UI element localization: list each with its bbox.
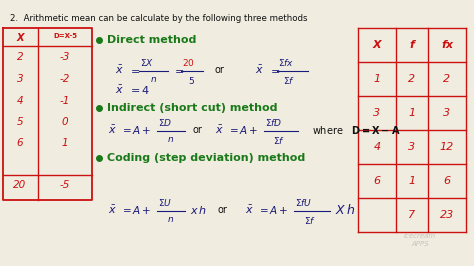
Text: $\Sigma f$: $\Sigma f$ <box>283 74 295 85</box>
Text: f: f <box>410 40 414 50</box>
Text: 3: 3 <box>374 108 381 118</box>
Text: -2: -2 <box>60 74 70 84</box>
Text: $n$: $n$ <box>150 76 157 85</box>
Text: $x\,h$: $x\,h$ <box>190 204 207 216</box>
Text: 6: 6 <box>17 138 23 148</box>
Text: $\Sigma fU$: $\Sigma fU$ <box>295 197 312 209</box>
Text: 3: 3 <box>444 108 451 118</box>
Text: $=$: $=$ <box>128 65 140 75</box>
Text: or: or <box>215 65 225 75</box>
Text: $n$: $n$ <box>167 215 174 225</box>
Text: 4: 4 <box>374 142 381 152</box>
Text: $\Sigma X$: $\Sigma X$ <box>140 57 154 69</box>
Text: or: or <box>218 205 228 215</box>
Text: $\bar{x}$: $\bar{x}$ <box>255 64 264 76</box>
Text: or: or <box>193 125 203 135</box>
Text: 5: 5 <box>17 117 23 127</box>
Text: X: X <box>16 33 24 43</box>
Text: $\Sigma f$: $\Sigma f$ <box>273 135 285 146</box>
Text: $= A +$: $= A +$ <box>257 204 289 216</box>
Text: $20$: $20$ <box>182 57 195 69</box>
Text: 2: 2 <box>444 74 451 84</box>
Text: 1: 1 <box>409 108 416 118</box>
Text: 1: 1 <box>374 74 381 84</box>
Text: $=$: $=$ <box>268 65 280 75</box>
Text: 1: 1 <box>409 176 416 186</box>
Text: Coding (step deviation) method: Coding (step deviation) method <box>107 153 305 163</box>
Text: -1: -1 <box>60 96 70 106</box>
Text: 0: 0 <box>62 117 68 127</box>
Text: $5$: $5$ <box>188 74 195 85</box>
Text: fx: fx <box>441 40 453 50</box>
Text: 6: 6 <box>374 176 381 186</box>
Text: $\Sigma D$: $\Sigma D$ <box>158 118 172 128</box>
Text: $\bar{x}$: $\bar{x}$ <box>115 64 124 76</box>
Text: $= A +$: $= A +$ <box>120 124 151 136</box>
Text: $X\,h$: $X\,h$ <box>335 203 355 217</box>
Text: -3: -3 <box>60 52 70 62</box>
Text: 2.  Arithmetic mean can be calculate by the following three methods: 2. Arithmetic mean can be calculate by t… <box>10 14 308 23</box>
Text: 1: 1 <box>62 138 68 148</box>
Text: 3: 3 <box>409 142 416 152</box>
Text: 3: 3 <box>17 74 23 84</box>
Text: 7: 7 <box>409 210 416 220</box>
Text: $\Sigma fx$: $\Sigma fx$ <box>278 57 294 69</box>
Text: X: X <box>373 40 381 50</box>
Text: 20: 20 <box>13 180 27 190</box>
Text: 23: 23 <box>440 210 454 220</box>
Text: where   $\mathbf{D = X- A}$: where $\mathbf{D = X- A}$ <box>312 124 401 136</box>
Text: $n$: $n$ <box>167 135 174 144</box>
Text: 2: 2 <box>409 74 416 84</box>
Text: $\Sigma fD$: $\Sigma fD$ <box>265 118 283 128</box>
Text: $\Sigma f$: $\Sigma f$ <box>304 214 316 226</box>
Text: -5: -5 <box>60 180 70 190</box>
Text: 2: 2 <box>17 52 23 62</box>
Text: $\bar{x}$: $\bar{x}$ <box>245 204 254 216</box>
Text: $\bar{x}$: $\bar{x}$ <box>115 84 124 96</box>
Text: 4: 4 <box>17 96 23 106</box>
Text: D=X-5: D=X-5 <box>53 33 77 39</box>
Text: $\bar{x}$: $\bar{x}$ <box>108 204 117 216</box>
Text: $\Sigma U$: $\Sigma U$ <box>158 197 172 209</box>
Text: $= A +$: $= A +$ <box>227 124 258 136</box>
Text: Direct method: Direct method <box>107 35 196 45</box>
Text: $\bar{x}$: $\bar{x}$ <box>215 124 224 136</box>
Text: $=$: $=$ <box>172 65 184 75</box>
Text: $\bar{x}$: $\bar{x}$ <box>108 124 117 136</box>
Text: icecream
APPS: icecream APPS <box>404 234 436 247</box>
Text: $= 4$: $= 4$ <box>128 84 150 96</box>
Text: 6: 6 <box>444 176 451 186</box>
Text: Indirect (short cut) method: Indirect (short cut) method <box>107 103 277 113</box>
Text: $= A +$: $= A +$ <box>120 204 151 216</box>
Text: 12: 12 <box>440 142 454 152</box>
